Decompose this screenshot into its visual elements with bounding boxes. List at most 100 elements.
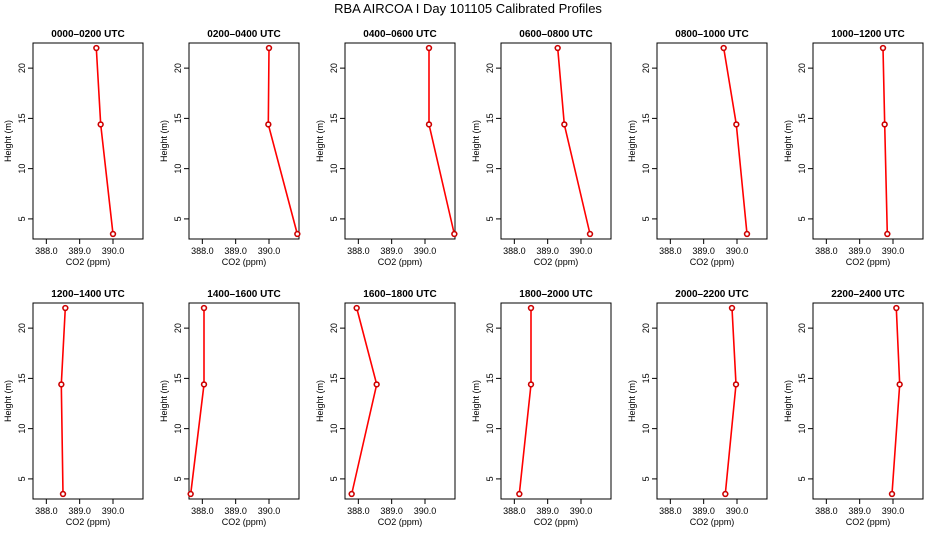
y-tick-label: 10 bbox=[485, 424, 495, 434]
panel-title: 1200–1400 UTC bbox=[51, 289, 124, 300]
data-point bbox=[425, 44, 433, 52]
x-tick-label: 390.0 bbox=[570, 506, 593, 516]
data-point bbox=[348, 490, 355, 498]
plot-frame bbox=[32, 302, 144, 500]
data-point bbox=[722, 490, 729, 498]
y-tick-label: 10 bbox=[17, 424, 27, 434]
data-point bbox=[109, 230, 117, 238]
x-axis-label: CO2 (ppm) bbox=[534, 517, 579, 527]
x-tick-label: 389.0 bbox=[68, 246, 91, 256]
panel-title: 1000–1200 UTC bbox=[831, 29, 904, 40]
y-tick-label: 15 bbox=[797, 373, 807, 383]
y-axis-label: Height (m) bbox=[3, 380, 13, 422]
y-tick-label: 15 bbox=[17, 373, 27, 383]
profile-line bbox=[350, 307, 378, 495]
y-tick-label: 10 bbox=[329, 424, 339, 434]
x-tick-label: 390.0 bbox=[882, 246, 905, 256]
plot-frame bbox=[344, 42, 456, 240]
y-tick-label: 20 bbox=[797, 323, 807, 333]
x-tick-label: 388.0 bbox=[35, 246, 58, 256]
plot-frame bbox=[188, 302, 300, 500]
panel-title: 0000–0200 UTC bbox=[51, 29, 124, 40]
data-point bbox=[200, 381, 208, 388]
profile-panel: 1200–1400 UTC 388.0 389.0 390.0 5 10 15 20 CO2 (… bbox=[3, 289, 144, 527]
profile-panel: 1600–1800 UTC 388.0 389.0 390.0 5 10 15 20 CO2 (… bbox=[315, 289, 456, 527]
y-tick-label: 10 bbox=[797, 164, 807, 174]
y-tick-label: 5 bbox=[17, 216, 27, 221]
profile-line bbox=[882, 47, 889, 235]
data-point bbox=[896, 381, 903, 388]
plot-frame bbox=[812, 302, 924, 500]
y-tick-label: 15 bbox=[173, 113, 183, 123]
x-tick-label: 390.0 bbox=[258, 506, 281, 516]
x-tick-label: 390.0 bbox=[258, 246, 281, 256]
y-tick-label: 10 bbox=[797, 424, 807, 434]
x-axis-label: CO2 (ppm) bbox=[222, 517, 267, 527]
plot-frame bbox=[656, 42, 768, 240]
profile-line bbox=[428, 48, 456, 235]
profile-panel: 0000–0200 UTC 388.0 389.0 390.0 5 10 15 20 CO2 (… bbox=[3, 29, 144, 267]
profile-line bbox=[722, 47, 748, 235]
y-tick-label: 10 bbox=[485, 164, 495, 174]
y-tick-label: 20 bbox=[797, 63, 807, 73]
x-axis-label: CO2 (ppm) bbox=[846, 257, 891, 267]
data-point bbox=[425, 121, 433, 128]
plot-frame bbox=[344, 302, 456, 500]
plot-frame bbox=[188, 42, 300, 240]
y-tick-label: 15 bbox=[329, 113, 339, 123]
y-tick-label: 5 bbox=[797, 476, 807, 481]
y-tick-label: 20 bbox=[17, 323, 27, 333]
data-point bbox=[373, 381, 380, 388]
y-axis-label: Height (m) bbox=[783, 120, 793, 162]
profile-line bbox=[518, 308, 532, 495]
data-point bbox=[720, 44, 727, 52]
data-point bbox=[586, 230, 594, 238]
y-tick-label: 5 bbox=[173, 476, 183, 481]
y-tick-label: 15 bbox=[641, 113, 651, 123]
profile-panel: 2000–2200 UTC 388.0 389.0 390.0 5 10 15 20 CO2 (… bbox=[627, 289, 768, 527]
profile-panel: 0600–0800 UTC 388.0 389.0 390.0 5 10 15 20 CO2 (… bbox=[471, 29, 612, 267]
x-axis-label: CO2 (ppm) bbox=[222, 257, 267, 267]
y-axis-label: Height (m) bbox=[627, 380, 637, 422]
x-tick-label: 389.0 bbox=[536, 246, 559, 256]
plot-frame bbox=[500, 42, 612, 240]
data-point bbox=[888, 490, 896, 498]
x-tick-label: 390.0 bbox=[726, 246, 749, 256]
y-axis-label: Height (m) bbox=[159, 120, 169, 162]
x-tick-label: 390.0 bbox=[570, 246, 593, 256]
plot-frame bbox=[812, 42, 924, 240]
y-tick-label: 20 bbox=[173, 63, 183, 73]
x-tick-label: 389.0 bbox=[692, 506, 715, 516]
panel-title: 0400–0600 UTC bbox=[363, 29, 436, 40]
y-axis-label: Height (m) bbox=[315, 380, 325, 422]
x-tick-label: 388.0 bbox=[815, 506, 838, 516]
x-tick-label: 388.0 bbox=[347, 246, 370, 256]
profile-panel: 1400–1600 UTC 388.0 389.0 390.0 5 10 15 20 CO2 (… bbox=[159, 289, 300, 527]
data-point bbox=[561, 121, 568, 128]
data-point bbox=[294, 230, 301, 238]
y-axis-label: Height (m) bbox=[315, 120, 325, 162]
panel-title: 2200–2400 UTC bbox=[831, 289, 904, 300]
data-point bbox=[265, 44, 273, 52]
y-tick-label: 10 bbox=[173, 164, 183, 174]
plot-frame bbox=[656, 302, 768, 500]
x-axis-label: CO2 (ppm) bbox=[378, 257, 423, 267]
data-point bbox=[451, 230, 458, 238]
x-tick-label: 389.0 bbox=[224, 246, 247, 256]
y-tick-label: 5 bbox=[173, 216, 183, 221]
y-tick-label: 20 bbox=[173, 323, 183, 333]
y-tick-label: 5 bbox=[485, 476, 495, 481]
y-tick-label: 10 bbox=[641, 424, 651, 434]
profile-line bbox=[724, 307, 737, 495]
x-axis-label: CO2 (ppm) bbox=[378, 517, 423, 527]
x-tick-label: 388.0 bbox=[659, 506, 682, 516]
data-point bbox=[353, 304, 360, 312]
y-axis-label: Height (m) bbox=[471, 120, 481, 162]
y-tick-label: 10 bbox=[641, 164, 651, 174]
y-tick-label: 15 bbox=[797, 113, 807, 123]
y-axis-label: Height (m) bbox=[3, 120, 13, 162]
y-tick-label: 15 bbox=[17, 113, 27, 123]
data-point bbox=[733, 121, 740, 128]
plot-frame bbox=[500, 302, 612, 500]
